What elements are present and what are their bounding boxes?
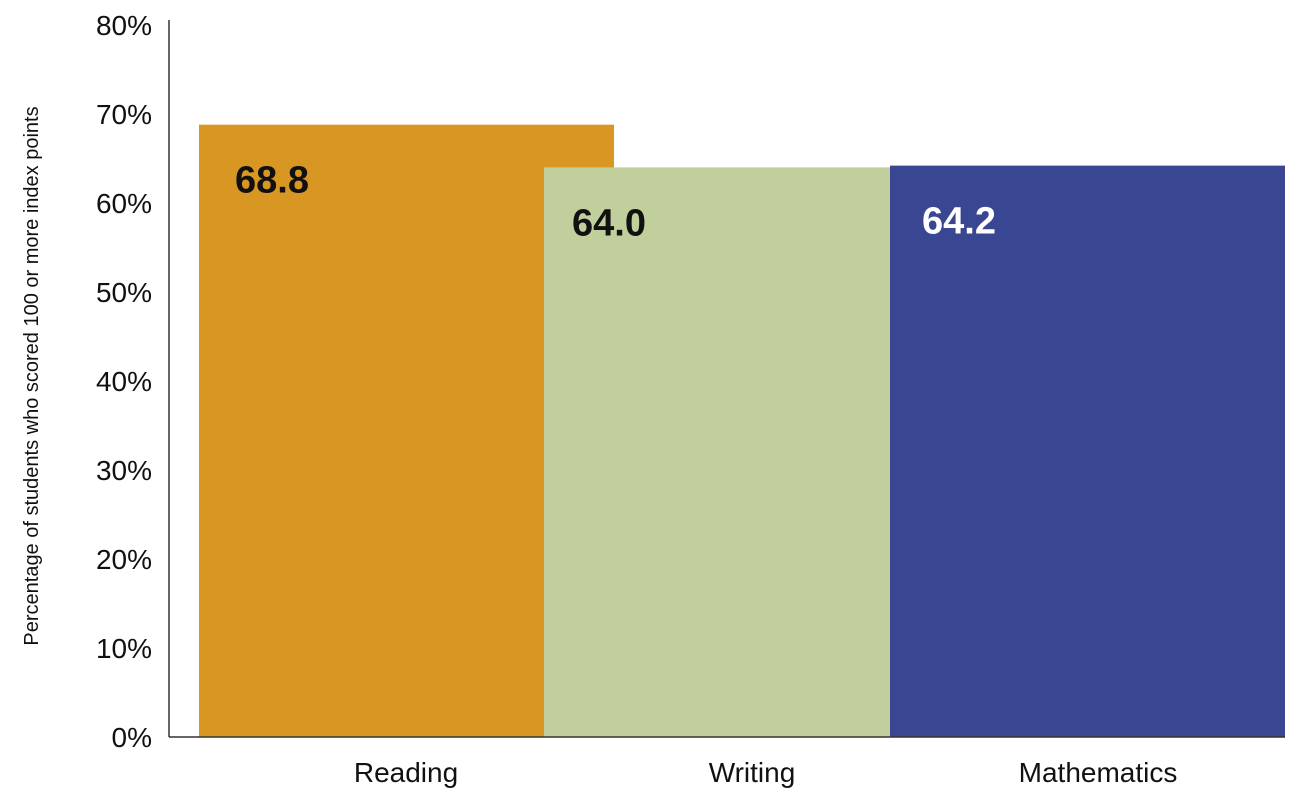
category-label-mathematics: Mathematics xyxy=(1019,757,1178,788)
value-label-reading: 68.8 xyxy=(235,160,309,202)
y-axis-ticks: 0% 10% 20% 30% 40% 50% 60% 70% 80% xyxy=(96,10,152,753)
value-labels-group: 68.8 64.0 64.2 xyxy=(235,160,996,245)
y-tick-label: 30% xyxy=(96,455,152,486)
bar-writing xyxy=(544,167,890,737)
y-tick-label: 20% xyxy=(96,544,152,575)
y-tick-label: 50% xyxy=(96,277,152,308)
y-tick-label: 40% xyxy=(96,366,152,397)
y-tick-label: 60% xyxy=(96,188,152,219)
category-label-reading: Reading xyxy=(354,757,458,788)
y-tick-label: 70% xyxy=(96,99,152,130)
category-labels-group: Reading Writing Mathematics xyxy=(354,757,1178,788)
bar-mathematics xyxy=(890,165,1285,737)
value-label-writing: 64.0 xyxy=(572,202,646,244)
bars-group xyxy=(199,124,1285,738)
y-axis-title: Percentage of students who scored 100 or… xyxy=(21,106,43,645)
value-label-mathematics: 64.2 xyxy=(922,201,996,243)
y-tick-label: 0% xyxy=(112,722,152,753)
y-tick-label: 80% xyxy=(96,10,152,41)
category-label-writing: Writing xyxy=(709,757,796,788)
y-tick-label: 10% xyxy=(96,633,152,664)
